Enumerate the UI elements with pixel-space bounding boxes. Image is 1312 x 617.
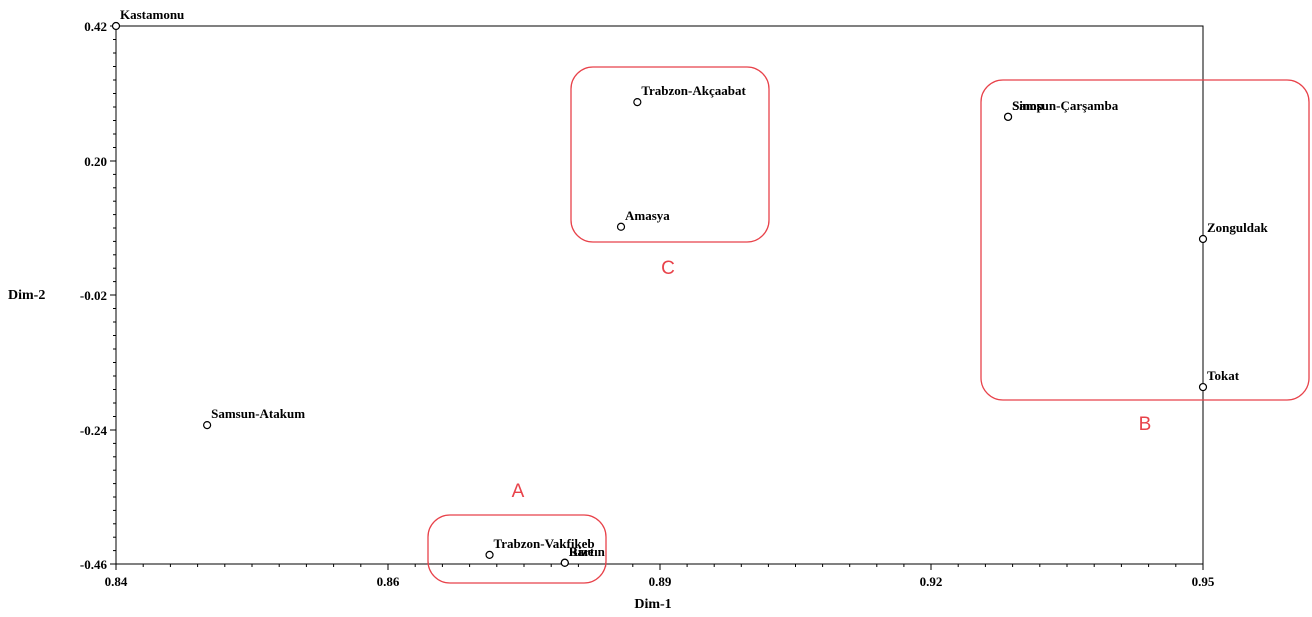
group-label-a: A — [512, 481, 525, 502]
point-label-bart-n: Bartın — [569, 544, 606, 559]
point-bart-n — [560, 558, 569, 567]
point-label-zonguldak: Zonguldak — [1207, 220, 1268, 235]
y-axis: 0.42 0.20 -0.02 -0.24 -0.46 — [80, 19, 116, 572]
x-tick-label: 0.92 — [920, 574, 943, 589]
x-tick-label: 0.86 — [377, 574, 400, 589]
group-label-b: B — [1139, 414, 1152, 435]
x-axis-title: Dim-1 — [634, 597, 671, 612]
point-label-amasya: Amasya — [625, 208, 670, 223]
x-tick-label: 0.95 — [1192, 574, 1215, 589]
y-tick-label: 0.20 — [84, 154, 107, 169]
point-label-trabzon-ak-aabat: Trabzon-Akçaabat — [641, 83, 746, 98]
point-label-kastamonu: Kastamonu — [120, 7, 184, 22]
group-box-c — [570, 66, 770, 243]
point-kastamonu — [111, 21, 121, 31]
group-box-a — [427, 514, 607, 584]
y-axis-title: Dim-2 — [8, 288, 45, 303]
point-label-tokat: Tokat — [1207, 368, 1240, 383]
point-trabzon-ak-aabat — [633, 97, 642, 107]
group-label-c: C — [661, 258, 675, 279]
point-label-samsun-atakum: Samsun-Atakum — [211, 406, 305, 421]
data-points: Kastamonu Trabzon-Akçaabat Amasya Samsun-Ça… — [111, 7, 1268, 567]
group-box-b — [980, 79, 1310, 401]
group-boxes: A B C — [427, 66, 1310, 584]
point-sinop — [1003, 112, 1013, 121]
point-label-samsun-ar-amba: Samsun-Çarşamba — [1012, 98, 1119, 113]
point-amasya — [616, 222, 626, 231]
x-tick-label: 0.84 — [105, 574, 128, 589]
point-label-rize: Rize — [569, 544, 594, 559]
point-zonguldak — [1198, 234, 1208, 244]
point-tokat — [1198, 382, 1208, 392]
x-axis: 0.84 0.86 0.89 0.92 0.95 — [105, 564, 1215, 589]
y-tick-label: -0.02 — [80, 288, 107, 303]
x-tick-label: 0.89 — [649, 574, 672, 589]
point-trabzon-vakfikeb — [485, 550, 494, 559]
point-label-sinop: Sinop — [1012, 98, 1044, 113]
y-tick-label: -0.24 — [80, 423, 108, 438]
point-label-trabzon-vakfikeb: Trabzon-Vakfikeb — [494, 536, 595, 551]
y-tick-label: 0.42 — [84, 19, 107, 34]
point-samsun-atakum — [203, 420, 212, 430]
y-tick-label: -0.46 — [80, 557, 108, 572]
